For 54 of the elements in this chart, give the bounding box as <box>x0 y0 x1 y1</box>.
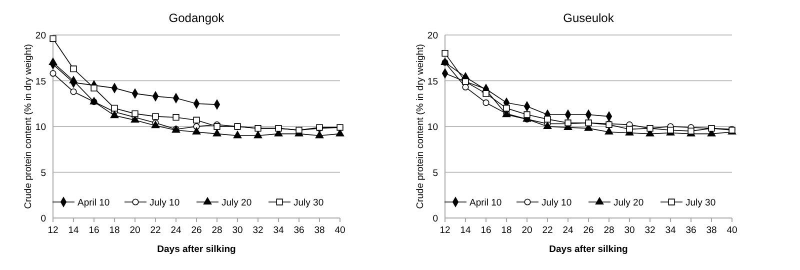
x-tick-label: 12 <box>440 225 450 236</box>
x-tick-label: 24 <box>170 225 182 236</box>
chart-title: Godangok <box>168 11 226 25</box>
legend-label: July 30 <box>294 198 324 208</box>
y-tick-label: 5 <box>40 168 46 179</box>
legend-label: April 10 <box>78 198 110 208</box>
y-tick-label: 20 <box>427 30 438 42</box>
legend-label: July 10 <box>542 198 572 208</box>
x-tick-label: 38 <box>706 225 717 236</box>
x-tick-label: 22 <box>542 225 553 236</box>
x-tick-label: 20 <box>130 225 140 236</box>
y-tick-label: 0 <box>432 214 438 224</box>
x-tick-label: 30 <box>232 225 243 236</box>
y-tick-label: 15 <box>35 76 46 88</box>
x-tick-label: 34 <box>665 225 676 236</box>
x-tick-label: 24 <box>562 225 574 236</box>
x-tick-label: 28 <box>212 225 222 236</box>
x-tick-label: 36 <box>686 225 696 236</box>
x-tick-label: 32 <box>644 225 656 236</box>
x-tick-label: 12 <box>48 225 58 236</box>
x-tick-label: 14 <box>68 225 79 236</box>
legend-label: July 20 <box>614 198 644 208</box>
y-axis-title: Crude protein content (% in dry weight) <box>415 44 426 209</box>
x-tick-label: 40 <box>726 225 738 236</box>
x-tick-label: 18 <box>501 225 512 236</box>
x-tick-label: 38 <box>314 225 325 236</box>
x-tick-label: 32 <box>252 225 264 236</box>
x-tick-label: 40 <box>334 225 346 236</box>
x-tick-label: 16 <box>480 225 492 236</box>
y-tick-label: 10 <box>427 122 438 133</box>
legend-label: July 20 <box>222 198 252 208</box>
y-tick-label: 5 <box>432 168 438 179</box>
x-tick-label: 30 <box>624 225 635 236</box>
y-tick-label: 20 <box>35 30 46 42</box>
x-tick-label: 26 <box>583 225 594 236</box>
x-axis-title: Days after silking <box>157 244 236 255</box>
x-tick-label: 36 <box>294 225 304 236</box>
x-tick-label: 16 <box>88 225 100 236</box>
legend-label: April 10 <box>470 198 502 208</box>
chart-title: Guseulok <box>563 11 615 25</box>
x-tick-label: 18 <box>109 225 120 236</box>
y-axis-title: Crude protein content (% in dry weight) <box>23 44 34 209</box>
y-tick-label: 10 <box>35 122 46 133</box>
y-tick-label: 0 <box>40 214 46 224</box>
x-tick-label: 20 <box>522 225 532 236</box>
x-tick-label: 22 <box>150 225 161 236</box>
x-tick-label: 28 <box>604 225 614 236</box>
y-tick-label: 15 <box>427 76 438 88</box>
x-tick-label: 26 <box>191 225 202 236</box>
legend-label: July 10 <box>150 198 180 208</box>
x-axis-title: Days after silking <box>549 244 628 255</box>
x-tick-label: 14 <box>460 225 471 236</box>
x-tick-label: 34 <box>273 225 284 236</box>
legend-label: July 30 <box>686 198 716 208</box>
